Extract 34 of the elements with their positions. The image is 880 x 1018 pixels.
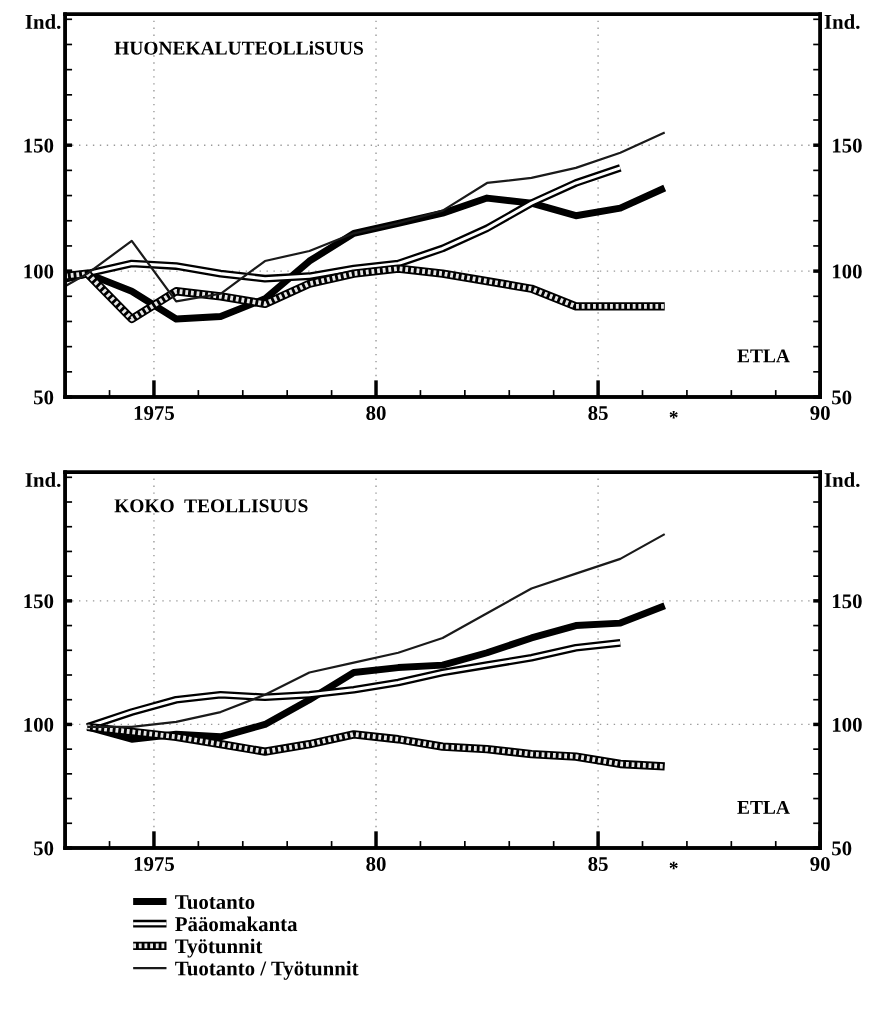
x-tick-label: 80: [366, 856, 386, 871]
y-axis-title: Ind.: [25, 14, 61, 29]
x-tick-label: 80: [366, 405, 386, 421]
x-tick-label: 1975: [134, 856, 175, 871]
y2-tick-label: 50: [832, 841, 852, 856]
x-tick-label: 1975: [134, 406, 175, 421]
y2-axis-title: Ind.: [824, 472, 860, 488]
text: *: [669, 861, 678, 870]
y-tick-label: 50: [34, 841, 54, 856]
y-axis-title: Ind.: [25, 472, 61, 488]
annotation: ETLA: [737, 349, 790, 363]
y2-tick-label: 150: [832, 138, 862, 153]
text: KOKO TEOLLISUUS: [114, 499, 308, 513]
annotation: ETLA: [737, 800, 790, 814]
y-tick-label: 150: [24, 138, 54, 153]
legend-label: Pääomakanta: [175, 916, 298, 932]
y-tick-label: 100: [24, 264, 54, 279]
x-tick-label: 85: [588, 856, 608, 871]
legend-label: Työtunnit: [175, 938, 263, 958]
x-tick-label: 85: [588, 405, 608, 421]
legend-label: Tuotanto: [175, 895, 255, 910]
text: *: [669, 411, 678, 419]
y2-tick-label: 150: [832, 594, 862, 609]
x-tick-label: 90: [810, 856, 830, 871]
y2-tick-label: 100: [832, 717, 862, 732]
x-tick-label: 90: [810, 405, 830, 421]
y-tick-label: 100: [24, 717, 54, 732]
legend-label: Tuotanto / Työtunnit: [175, 960, 359, 980]
y-tick-label: 50: [34, 390, 54, 405]
y-tick-label: 150: [24, 594, 54, 609]
y2-tick-label: 50: [832, 390, 852, 405]
y2-tick-label: 100: [832, 264, 862, 279]
y2-axis-title: Ind.: [824, 14, 860, 29]
text: HUONEKALUTEOLLiSUUS: [114, 41, 363, 55]
